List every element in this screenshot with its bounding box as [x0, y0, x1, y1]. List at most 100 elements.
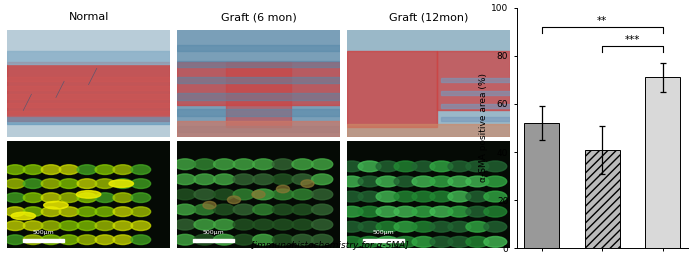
Ellipse shape: [376, 161, 399, 172]
Ellipse shape: [412, 161, 435, 172]
Ellipse shape: [311, 174, 333, 185]
Ellipse shape: [394, 237, 417, 247]
Ellipse shape: [484, 161, 507, 172]
Ellipse shape: [394, 206, 417, 217]
Bar: [7, 103, 170, 107]
Ellipse shape: [59, 221, 79, 231]
Ellipse shape: [233, 204, 254, 215]
Ellipse shape: [448, 206, 471, 217]
Bar: [645, 78, 680, 248]
Ellipse shape: [292, 189, 313, 200]
Ellipse shape: [77, 221, 97, 231]
Ellipse shape: [233, 234, 254, 245]
Ellipse shape: [448, 191, 471, 202]
Ellipse shape: [213, 219, 235, 230]
Ellipse shape: [412, 221, 435, 232]
Ellipse shape: [358, 161, 381, 172]
Text: 500μm: 500μm: [203, 230, 224, 235]
Bar: [177, 121, 340, 137]
Ellipse shape: [6, 193, 25, 202]
Ellipse shape: [430, 191, 453, 202]
Ellipse shape: [59, 179, 79, 188]
Ellipse shape: [41, 179, 61, 188]
Bar: [7, 77, 170, 81]
Text: Graft (12mon): Graft (12mon): [389, 12, 468, 22]
Ellipse shape: [11, 212, 35, 220]
Ellipse shape: [253, 189, 274, 200]
Ellipse shape: [376, 176, 399, 187]
Ellipse shape: [272, 234, 293, 245]
Ellipse shape: [77, 207, 97, 217]
Ellipse shape: [113, 221, 133, 231]
Ellipse shape: [358, 191, 381, 202]
Bar: [441, 91, 510, 95]
Bar: [177, 93, 340, 100]
Ellipse shape: [252, 191, 265, 198]
Ellipse shape: [292, 174, 313, 185]
Ellipse shape: [484, 237, 507, 247]
Ellipse shape: [95, 235, 115, 244]
Bar: [347, 124, 510, 137]
Ellipse shape: [131, 207, 151, 217]
Ellipse shape: [44, 201, 68, 209]
Ellipse shape: [194, 234, 215, 245]
Ellipse shape: [340, 237, 363, 247]
Ellipse shape: [131, 179, 151, 188]
Ellipse shape: [412, 206, 435, 217]
Ellipse shape: [340, 221, 363, 232]
Ellipse shape: [277, 185, 290, 193]
Ellipse shape: [311, 189, 333, 200]
Ellipse shape: [430, 161, 453, 172]
Ellipse shape: [292, 159, 313, 170]
Ellipse shape: [41, 207, 61, 217]
Ellipse shape: [430, 221, 453, 232]
Ellipse shape: [311, 219, 333, 230]
Ellipse shape: [113, 235, 133, 244]
Ellipse shape: [484, 191, 507, 202]
Ellipse shape: [41, 165, 61, 174]
Y-axis label: α-SMA positive area (%): α-SMA positive area (%): [480, 73, 489, 183]
Bar: [7, 51, 170, 64]
Bar: [347, 51, 436, 127]
Ellipse shape: [213, 234, 235, 245]
Ellipse shape: [77, 193, 97, 202]
Bar: [441, 104, 510, 108]
Text: Graft (6 mon): Graft (6 mon): [220, 12, 296, 22]
Ellipse shape: [412, 176, 435, 187]
Bar: [193, 239, 234, 242]
Ellipse shape: [484, 206, 507, 217]
Ellipse shape: [466, 237, 489, 247]
Ellipse shape: [95, 179, 115, 188]
Ellipse shape: [448, 237, 471, 247]
Ellipse shape: [131, 221, 151, 231]
Ellipse shape: [272, 189, 293, 200]
Text: ***: ***: [625, 35, 640, 45]
Ellipse shape: [292, 204, 313, 215]
Ellipse shape: [466, 206, 489, 217]
Ellipse shape: [340, 176, 363, 187]
Ellipse shape: [448, 176, 471, 187]
Ellipse shape: [194, 204, 215, 215]
Ellipse shape: [412, 191, 435, 202]
Ellipse shape: [376, 206, 399, 217]
Ellipse shape: [358, 237, 381, 247]
Ellipse shape: [213, 159, 235, 170]
Ellipse shape: [23, 221, 43, 231]
Text: **: **: [597, 16, 607, 26]
Ellipse shape: [76, 191, 101, 198]
Ellipse shape: [340, 206, 363, 217]
Ellipse shape: [174, 174, 195, 185]
Ellipse shape: [174, 189, 195, 200]
Ellipse shape: [23, 179, 43, 188]
Ellipse shape: [194, 159, 215, 170]
Bar: [7, 112, 170, 116]
Ellipse shape: [376, 191, 399, 202]
Ellipse shape: [131, 235, 151, 244]
Ellipse shape: [113, 179, 133, 188]
Ellipse shape: [484, 221, 507, 232]
Ellipse shape: [358, 176, 381, 187]
Ellipse shape: [358, 221, 381, 232]
Ellipse shape: [253, 204, 274, 215]
Ellipse shape: [6, 179, 25, 188]
Ellipse shape: [430, 176, 453, 187]
